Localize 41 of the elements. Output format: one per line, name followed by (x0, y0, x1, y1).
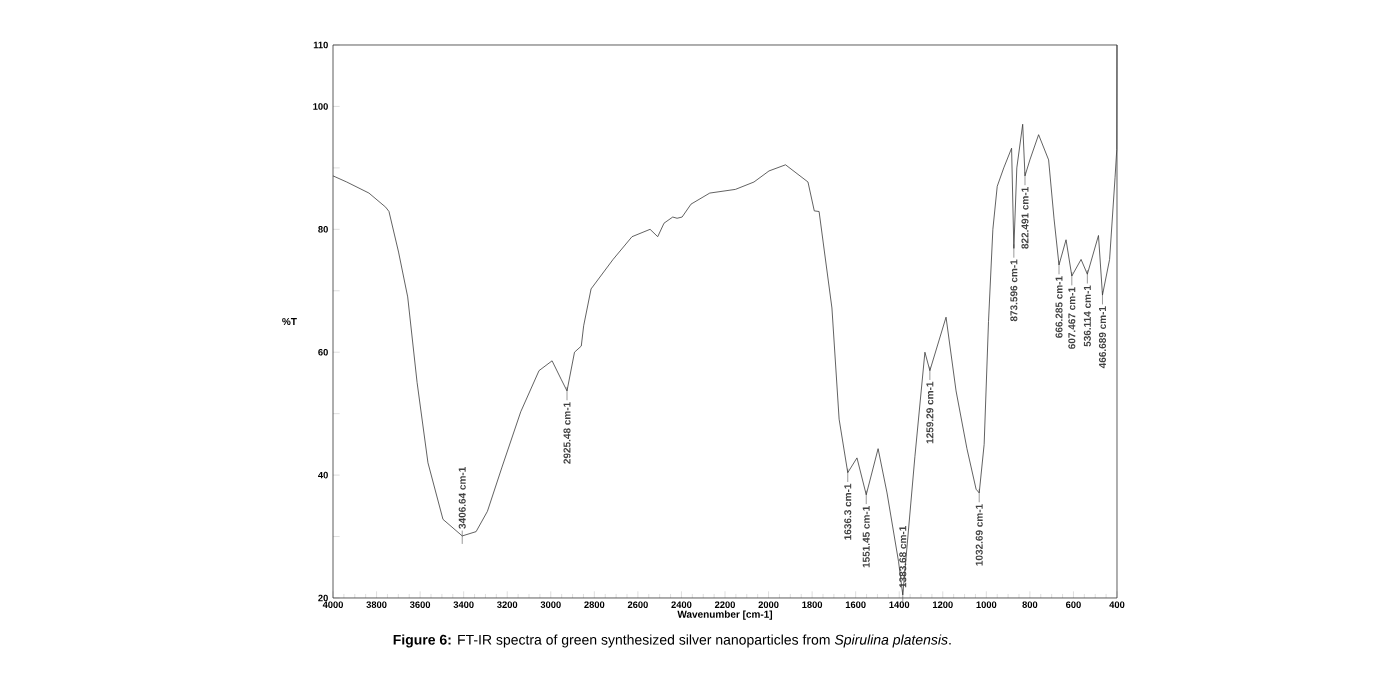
x-tick-label: 3400 (453, 601, 474, 608)
annotation: 536.114 cm-1 (1083, 285, 1091, 347)
annotation: 873.596 cm-1 (1010, 259, 1018, 322)
annotation: 1551.45 cm-1 (862, 505, 870, 568)
x-tick-label: 3000 (540, 601, 561, 608)
x-tick-label: 400 (1109, 601, 1125, 608)
x-tick-label: 3800 (366, 601, 387, 608)
annotation: 3406.64 cm-1 (458, 467, 466, 529)
x-tick-label: 3200 (497, 601, 518, 608)
y-tick-label: 80 (318, 226, 328, 233)
annotation: 1032.69 cm-1 (975, 504, 983, 566)
x-tick-label: 2600 (627, 601, 648, 608)
x-tick-label: 1000 (976, 601, 997, 608)
x-tick-label: 3600 (409, 601, 431, 608)
annotation: 822.491 cm-1 (1021, 187, 1029, 249)
x-tick-label: 1400 (889, 601, 910, 608)
y-tick-label: 100 (313, 103, 328, 110)
x-tick-label: 1800 (802, 601, 823, 608)
annotation: 1383.68 cm-1 (899, 526, 907, 588)
annotation: 666.285 cm-1 (1055, 276, 1063, 338)
y-tick-label: 60 (318, 348, 328, 356)
x-tick-label: 2000 (758, 601, 779, 608)
x-tick-label: 2200 (714, 601, 735, 608)
y-tick-label: 20 (318, 594, 328, 602)
x-tick-label: 600 (1065, 601, 1081, 608)
x-tick-label: 800 (1022, 601, 1038, 608)
x-axis-title: Wavenumber [cm-1] (677, 610, 773, 620)
y-tick-label: 40 (318, 471, 328, 479)
annotation: 1636.3 cm-1 (844, 483, 852, 540)
x-tick-label: 2800 (584, 601, 605, 608)
y-axis-title: %T (282, 317, 297, 326)
x-tick-label: 1600 (845, 601, 866, 608)
x-tick-label: 1200 (932, 601, 953, 608)
text: Figure 6: FT-IR spectra of green synthesized silver nanoparticles from Spirulina platensis. (393, 634, 951, 648)
annotation: 2925.48 cm-1 (563, 402, 571, 464)
y-tick-label: 110 (313, 41, 328, 49)
annotation: 1259.29 cm-1 (926, 381, 934, 444)
x-tick-label: 4000 (322, 601, 343, 608)
x-tick-label: 2400 (671, 601, 692, 608)
annotation: 607.467 cm-1 (1068, 287, 1076, 349)
annotation: 466.689 cm-1 (1098, 306, 1107, 369)
